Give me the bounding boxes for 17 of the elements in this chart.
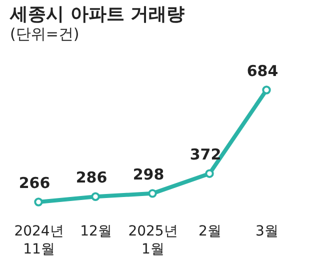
point [205,169,214,178]
data-label: 298 [132,165,164,184]
data-label: 266 [18,174,50,192]
x-tick-label: 3월 [256,224,278,240]
chart-subtitle: (단위=건) [10,25,80,43]
data-label: 372 [190,146,222,164]
x-tick-label: 2024년 11월 [14,224,64,258]
data-label: 286 [76,168,108,187]
data-label: 684 [246,62,278,80]
point [91,192,100,201]
point [34,198,43,206]
x-tick-label: 2025년 1월 [128,224,178,258]
x-tick-label: 12월 [80,224,112,240]
point [262,86,271,94]
point [148,189,157,198]
x-tick-label: 2월 [198,224,222,240]
chart-title: 세종시 아파트 거래량 [9,4,185,25]
